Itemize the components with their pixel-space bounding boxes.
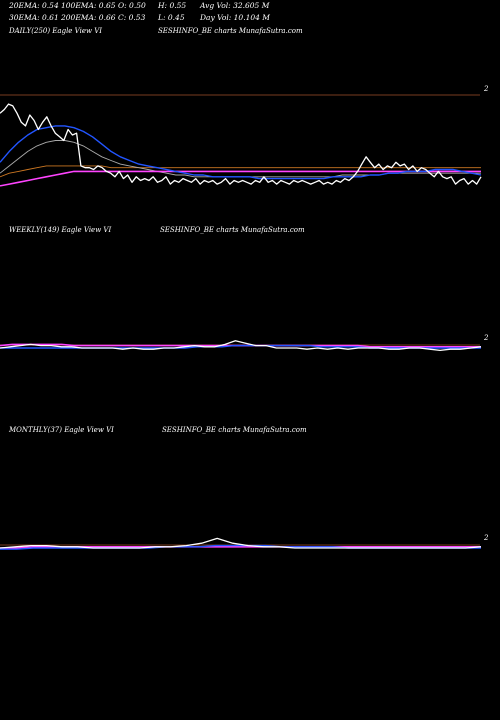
daily-250-price-line: [0, 103, 482, 185]
weekly-149-price-line: [0, 340, 482, 352]
daily-panel-label: DAILY(250) Eagle View VI: [9, 27, 103, 35]
daily-panel-site: SESHINFO_BE charts MunafaSutra.com: [158, 27, 303, 35]
monthly-37-price-line: [0, 537, 482, 549]
avg-vol-readout: Avg Vol: 32.605 M: [200, 1, 270, 10]
ema30-readout: 30EMA: 0.61: [9, 13, 59, 22]
weekly-axis-label: 2: [484, 334, 489, 342]
monthly-panel-label: MONTHLY(37) Eagle View VI: [9, 426, 114, 434]
ema200-readout: 200EMA: 0.66: [61, 13, 116, 22]
weekly-panel-label: WEEKLY(149) Eagle View VI: [9, 226, 112, 234]
monthly-panel-site: SESHINFO_BE charts MunafaSutra.com: [162, 426, 307, 434]
high-readout: H: 0.55: [158, 1, 187, 10]
ema20-readout: 20EMA: 0.54: [9, 1, 59, 10]
weekly-panel-site: SESHINFO_BE charts MunafaSutra.com: [160, 226, 305, 234]
daily-250-ema-pink-line: [0, 170, 481, 187]
open-readout: O: 0.50: [118, 1, 146, 10]
ema100-readout: 100EMA: 0.65: [61, 1, 116, 10]
low-readout: L: 0.45: [158, 13, 185, 22]
day-vol-readout: Day Vol: 10.104 M: [200, 13, 270, 22]
monthly-axis-label: 2: [484, 534, 489, 542]
close-readout: C: 0.53: [118, 13, 146, 22]
daily-250-ema-orange-line: [0, 165, 481, 178]
daily-axis-label: 2: [484, 85, 489, 93]
daily-250-ema-blue-line: [0, 125, 482, 180]
